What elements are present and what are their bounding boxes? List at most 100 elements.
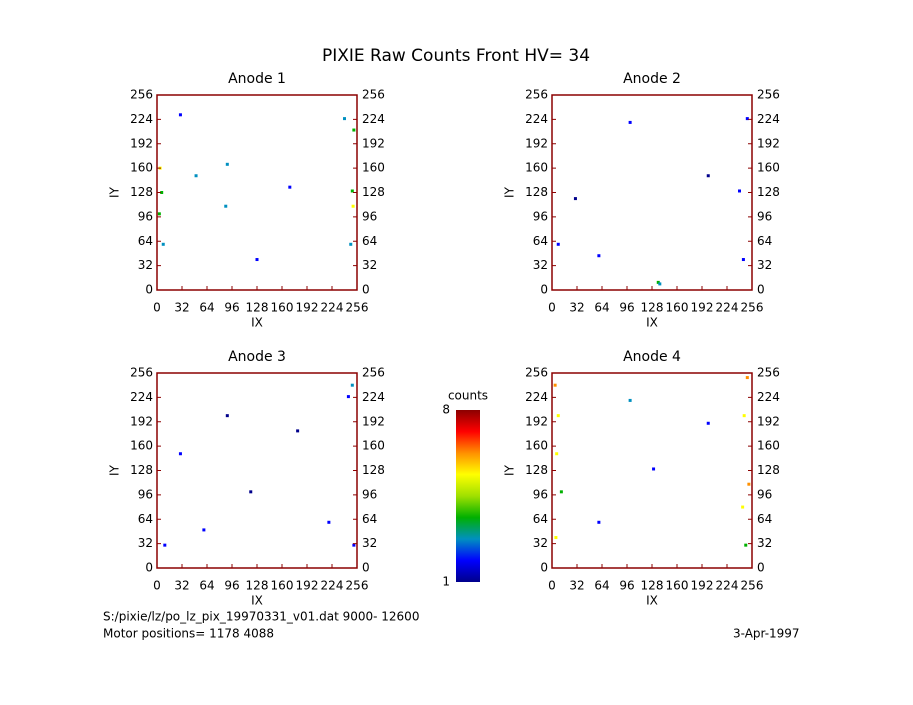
y-tick-label: 224: [525, 112, 548, 126]
plot-frame: [551, 94, 753, 291]
y-tick-label-right: 0: [757, 283, 765, 297]
y-tick-label-right: 224: [757, 112, 780, 126]
x-tick-label: 32: [569, 301, 584, 315]
y-tick-label-right: 96: [757, 209, 772, 223]
x-tick-label: 192: [296, 579, 319, 593]
y-tick-label: 256: [525, 366, 548, 380]
pixel: [556, 414, 560, 418]
x-tick-label: 224: [716, 301, 739, 315]
x-tick-label: 256: [346, 301, 369, 315]
pixel: [163, 543, 167, 547]
pixel: [597, 520, 601, 524]
x-tick-label: 0: [548, 301, 556, 315]
y-tick-label: 128: [130, 185, 153, 199]
pixel: [555, 452, 559, 456]
pixel: [656, 280, 660, 284]
pixel: [628, 398, 632, 402]
pixel: [741, 258, 745, 262]
colorbar: [456, 410, 480, 582]
y-tick-label: 160: [525, 161, 548, 175]
y-tick-label: 256: [130, 366, 153, 380]
y-axis-label: IY: [108, 464, 122, 476]
y-tick-label: 160: [525, 439, 548, 453]
x-axis-label: IX: [251, 316, 263, 330]
y-tick-label: 96: [533, 209, 548, 223]
pixel: [652, 467, 656, 471]
pixel: [658, 282, 662, 286]
y-tick-label: 192: [130, 414, 153, 428]
pixel: [296, 429, 300, 433]
y-tick-label-right: 256: [757, 88, 780, 102]
pixel: [178, 113, 182, 117]
pixel: [597, 254, 601, 258]
pixel: [224, 204, 228, 208]
y-tick-label: 192: [130, 136, 153, 150]
y-tick-label: 192: [525, 414, 548, 428]
panel-title: Anode 4: [623, 349, 681, 365]
pixel: [742, 414, 746, 418]
colorbar-label: counts: [448, 389, 488, 403]
pixel: [741, 505, 745, 509]
pixel: [194, 174, 198, 178]
pixel: [349, 242, 353, 246]
x-tick-label: 0: [153, 301, 161, 315]
y-tick-label-right: 64: [362, 512, 377, 526]
plot-frame: [551, 372, 753, 569]
pixel: [225, 414, 229, 418]
x-tick-label: 128: [246, 301, 269, 315]
x-tick-label: 192: [691, 301, 714, 315]
x-tick-label: 192: [296, 301, 319, 315]
y-tick-label-right: 64: [757, 512, 772, 526]
y-tick-label: 128: [525, 463, 548, 477]
y-axis-label: IY: [503, 464, 517, 476]
y-tick-label-right: 256: [362, 366, 385, 380]
plot-frame: [156, 372, 358, 569]
y-tick-label: 160: [130, 439, 153, 453]
y-tick-label-right: 128: [362, 463, 385, 477]
x-tick-label: 96: [619, 301, 634, 315]
x-tick-label: 32: [174, 301, 189, 315]
x-tick-label: 128: [641, 301, 664, 315]
y-tick-label-right: 96: [757, 487, 772, 501]
y-tick-label-right: 192: [362, 414, 385, 428]
pixel: [343, 117, 346, 121]
x-tick-label: 32: [569, 579, 584, 593]
y-tick-label-right: 224: [362, 390, 385, 404]
x-axis-label: IX: [251, 594, 263, 608]
y-tick-label: 64: [533, 512, 548, 526]
y-axis-label: IY: [503, 186, 517, 198]
y-tick-label: 96: [533, 487, 548, 501]
y-tick-label-right: 224: [757, 390, 780, 404]
pixel: [745, 117, 749, 121]
colorbar-tick-label: 8: [442, 403, 450, 417]
x-tick-label: 224: [321, 301, 344, 315]
pixel: [160, 191, 164, 194]
y-tick-label: 0: [145, 561, 153, 575]
y-tick-label-right: 160: [757, 439, 780, 453]
y-tick-label: 0: [540, 561, 548, 575]
y-tick-label-right: 32: [757, 258, 772, 272]
y-tick-label: 32: [533, 258, 548, 272]
y-tick-label-right: 128: [757, 185, 780, 199]
pixel: [351, 204, 355, 208]
pixel: [327, 520, 331, 524]
y-tick-label-right: 64: [757, 234, 772, 248]
x-tick-label: 96: [224, 301, 239, 315]
pixel: [559, 490, 563, 494]
panel-title: Anode 3: [228, 349, 286, 365]
y-tick-label-right: 32: [362, 258, 377, 272]
y-tick-label: 256: [130, 88, 153, 102]
y-tick-label-right: 0: [757, 561, 765, 575]
x-axis-label: IX: [646, 316, 658, 330]
pixel: [553, 383, 557, 387]
y-tick-label: 224: [130, 390, 153, 404]
y-tick-label: 128: [130, 463, 153, 477]
pixel: [161, 242, 165, 246]
y-tick-label-right: 256: [362, 88, 385, 102]
x-tick-label: 160: [666, 579, 689, 593]
date-note: 3-Apr-1997: [733, 627, 800, 641]
pixel: [249, 490, 253, 494]
y-tick-label: 224: [130, 112, 153, 126]
pixel: [255, 258, 259, 262]
